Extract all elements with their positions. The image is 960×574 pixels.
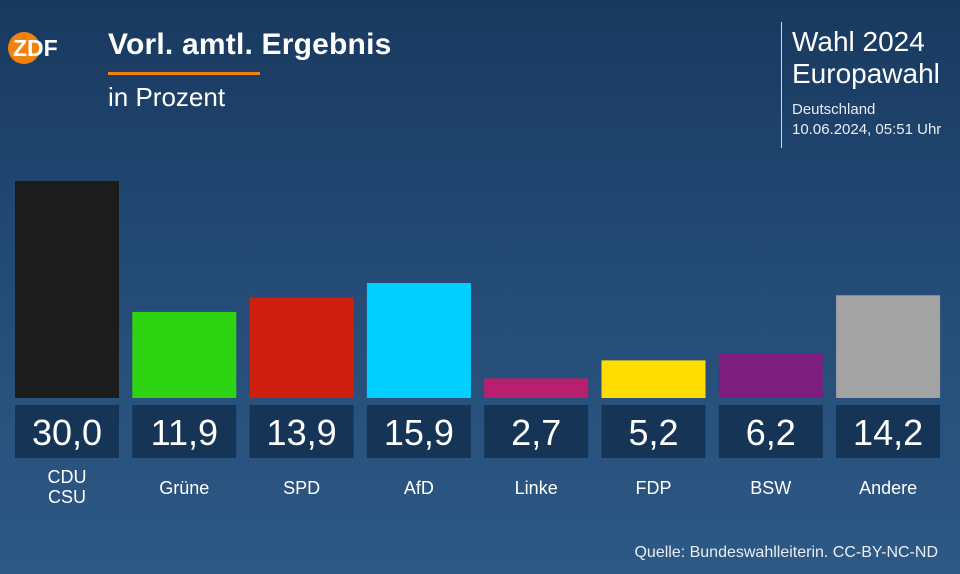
event-meta: Deutschland 10.06.2024, 05:51 Uhr (792, 100, 941, 140)
category-label: AfD (404, 478, 434, 498)
event-year: Wahl 2024 (792, 26, 925, 57)
bar (132, 311, 237, 398)
zdf-logo: ZDF (8, 32, 58, 64)
value-label-box (15, 405, 119, 458)
value-label: 2,7 (511, 412, 561, 453)
value-label: 30,0 (32, 412, 102, 453)
category-label: CSU (48, 487, 86, 507)
value-label-box (132, 405, 237, 458)
bar (601, 360, 706, 398)
category-label: Grüne (159, 478, 209, 498)
value-label-box (601, 405, 706, 458)
event-block: Wahl 2024 Europawahl (792, 26, 940, 90)
value-label-box (718, 405, 823, 458)
bar (249, 297, 354, 398)
value-label-box (484, 405, 589, 458)
value-label-box (366, 405, 471, 458)
bar (718, 353, 823, 398)
header-divider (781, 22, 782, 148)
title-underline (108, 72, 260, 75)
bar (366, 282, 471, 398)
value-label: 6,2 (746, 412, 796, 453)
category-label: SPD (283, 478, 320, 498)
bar (484, 378, 589, 398)
category-label: CDU (48, 467, 87, 487)
bar (15, 181, 119, 398)
source-credit: Quelle: Bundeswahlleiterin. CC-BY-NC-ND (634, 544, 938, 561)
value-label: 5,2 (628, 412, 678, 453)
value-label-box (249, 405, 354, 458)
category-label: Linke (515, 478, 558, 498)
category-label: BSW (750, 478, 791, 498)
value-label: 11,9 (151, 412, 218, 453)
value-label: 15,9 (384, 412, 454, 453)
event-name: Europawahl (792, 58, 940, 89)
page-title: Vorl. amtl. Ergebnis (108, 28, 392, 61)
zdf-logo-text: ZDF (13, 35, 58, 61)
event-region: Deutschland (792, 101, 876, 118)
event-timestamp: 10.06.2024, 05:51 Uhr (792, 121, 942, 138)
value-label-box (836, 405, 941, 458)
value-label: 13,9 (267, 412, 337, 453)
value-label: 14,2 (853, 412, 923, 453)
page-subtitle: in Prozent (108, 82, 226, 112)
bar (836, 295, 941, 398)
category-label: FDP (636, 478, 672, 498)
category-label: Andere (859, 478, 917, 498)
